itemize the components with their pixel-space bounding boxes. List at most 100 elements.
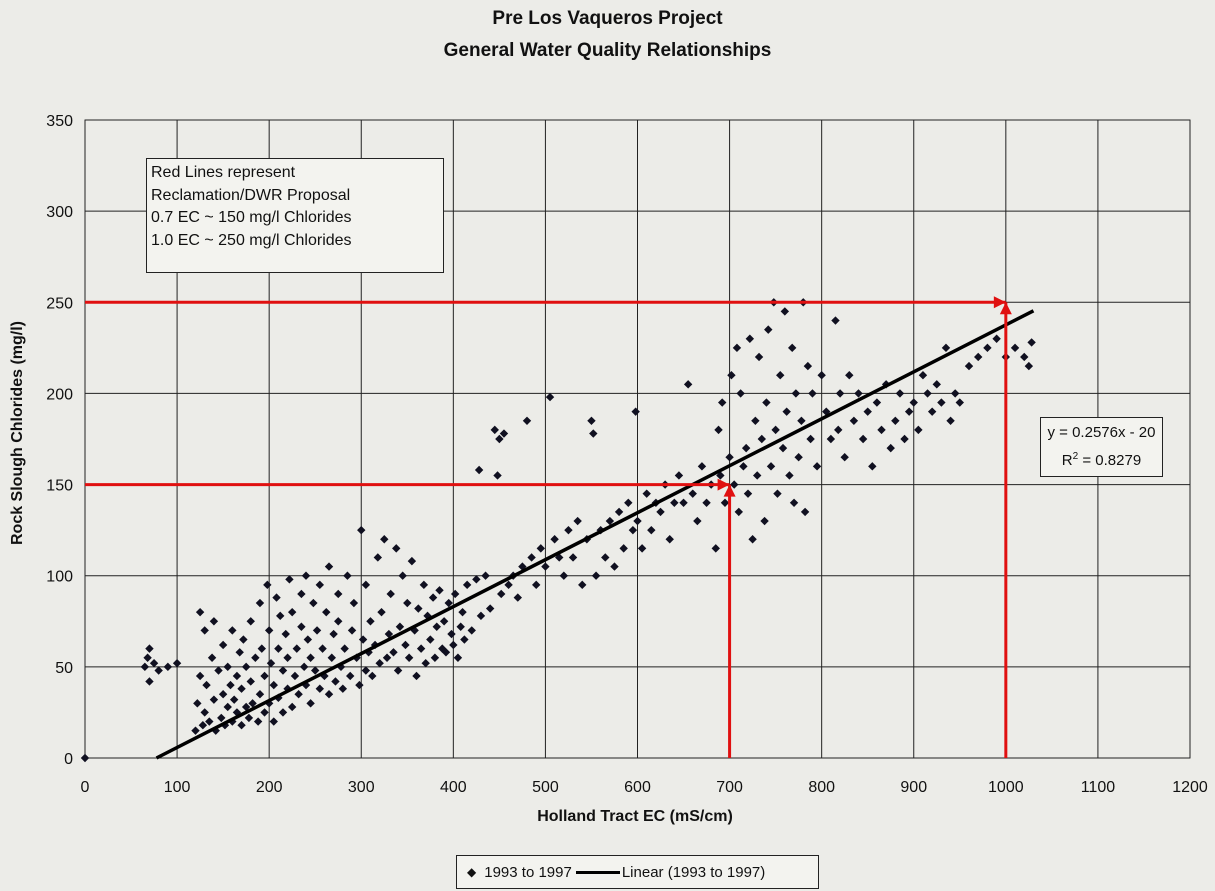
data-point — [200, 626, 209, 635]
data-point — [743, 489, 753, 498]
data-point — [964, 361, 974, 371]
data-point — [745, 334, 755, 343]
red-lines-note: Red Lines represent Reclamation/DWR Prop… — [146, 158, 444, 273]
y-tick-label: 50 — [55, 660, 73, 677]
data-point — [895, 389, 905, 398]
data-point — [946, 416, 955, 425]
data-point — [732, 343, 742, 353]
data-point — [854, 389, 863, 398]
data-point — [785, 471, 794, 480]
x-tick-label: 300 — [348, 779, 375, 796]
data-point — [163, 662, 173, 672]
data-point — [217, 713, 226, 723]
trendline-equation: y = 0.2576x - 20 — [1047, 424, 1156, 441]
r2-superscript: 2 — [1072, 451, 1079, 462]
data-point — [239, 635, 248, 644]
data-point — [218, 640, 228, 650]
data-point — [229, 695, 239, 704]
data-point — [287, 607, 297, 617]
data-point — [647, 525, 656, 535]
data-point — [355, 680, 364, 690]
data-point — [495, 434, 504, 444]
data-point — [633, 516, 642, 526]
data-point — [568, 553, 578, 562]
data-point — [776, 371, 785, 380]
y-tick-label: 300 — [46, 204, 73, 221]
data-point — [384, 629, 394, 639]
data-point — [172, 659, 182, 668]
data-point — [266, 659, 276, 668]
data-point — [462, 580, 472, 590]
data-point — [246, 677, 255, 686]
data-point — [361, 580, 371, 590]
data-point — [610, 562, 619, 571]
data-point — [937, 398, 946, 407]
data-point — [771, 425, 780, 435]
data-point — [264, 626, 274, 635]
data-point — [757, 434, 767, 444]
data-point — [450, 589, 460, 599]
data-point — [499, 429, 509, 438]
data-point — [718, 398, 727, 407]
data-point — [263, 580, 272, 590]
data-point — [849, 416, 859, 425]
data-point — [773, 489, 782, 498]
data-point — [269, 717, 278, 726]
data-point — [727, 371, 736, 380]
data-point — [285, 575, 294, 584]
data-point — [797, 416, 806, 425]
data-point — [278, 708, 288, 717]
data-point — [1010, 343, 1020, 353]
data-point — [331, 677, 340, 686]
data-point — [375, 659, 384, 668]
data-point — [900, 434, 909, 444]
data-point — [334, 589, 343, 599]
data-point — [205, 717, 214, 726]
data-point — [693, 516, 702, 526]
data-point — [725, 453, 734, 462]
data-point — [309, 598, 318, 608]
legend-series-1: 1993 to 1997 — [484, 863, 572, 881]
data-point — [404, 653, 414, 662]
data-point — [246, 617, 255, 626]
data-point — [1020, 352, 1029, 362]
data-point — [260, 671, 269, 681]
data-point — [338, 684, 348, 693]
data-point — [845, 371, 854, 380]
data-point — [209, 695, 219, 704]
data-point — [788, 343, 797, 353]
data-point — [941, 343, 951, 353]
data-point — [628, 525, 638, 535]
data-point — [223, 662, 232, 672]
data-point — [306, 699, 315, 708]
data-point — [392, 544, 401, 553]
data-point — [202, 680, 211, 690]
data-point — [80, 753, 90, 763]
data-point — [281, 629, 290, 639]
data-point — [753, 471, 762, 480]
data-point — [955, 398, 964, 407]
data-point — [490, 425, 499, 435]
data-point — [791, 389, 801, 398]
y-tick-label: 100 — [46, 569, 73, 586]
data-point — [729, 480, 739, 489]
data-point — [670, 498, 679, 507]
data-point — [283, 653, 292, 662]
data-point — [637, 544, 647, 553]
data-point — [419, 580, 429, 590]
data-point — [232, 671, 242, 681]
data-point — [349, 598, 359, 608]
data-point — [974, 352, 983, 362]
data-point — [886, 443, 895, 453]
data-point — [389, 648, 398, 657]
data-point — [697, 462, 707, 471]
data-point — [720, 498, 730, 507]
data-point — [754, 352, 764, 362]
data-point — [334, 617, 343, 626]
data-point — [467, 626, 476, 635]
data-point — [401, 640, 410, 650]
note-line: Red Lines represent — [151, 164, 296, 181]
data-point — [228, 626, 237, 635]
data-point — [619, 544, 628, 553]
